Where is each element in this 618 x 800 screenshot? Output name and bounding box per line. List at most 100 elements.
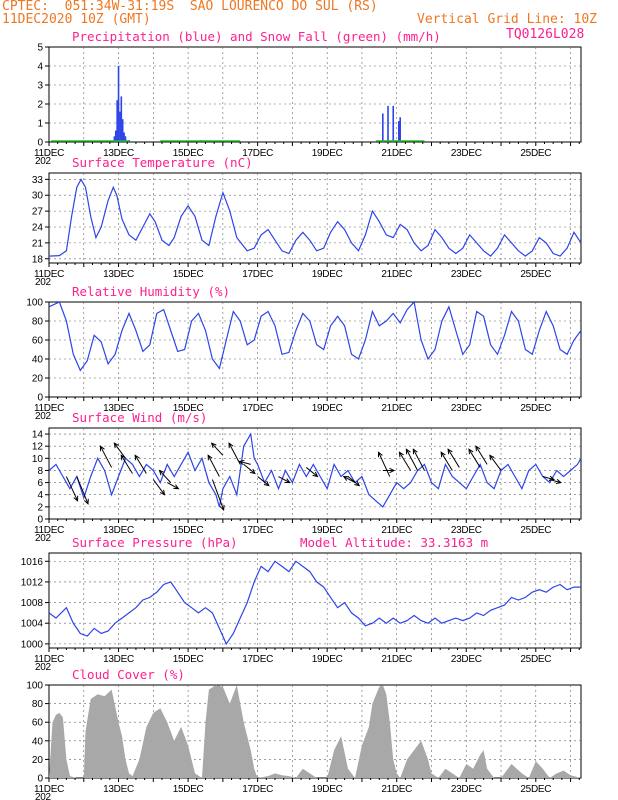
panel-frame [48,552,582,649]
wind-arrow [228,442,241,465]
wind-arrow-head [389,467,396,474]
wind-arrow [489,455,502,471]
wind-arrow-head [412,448,418,455]
precip-bar [387,105,389,142]
wind-arrow-head [120,454,126,461]
x-tick-label: 25DEC [520,654,551,665]
x-tick-label: 15DEC [173,654,204,665]
x-year-label: 202 [35,277,52,288]
temp-series-line [48,178,582,257]
wind-arrow-head [284,478,291,484]
wind-arrow-head [210,442,217,449]
header-location: CPTEC: 051:34W-31:19S SAO LOURENCO DO SU… [2,0,378,14]
y-tick-label: 100 [26,298,43,309]
wind-arrow-head [263,480,270,487]
x-year-label: 202 [35,792,52,800]
wind-arrow [113,442,126,459]
y-tick-label: 100 [26,681,43,692]
y-tick-label: 14 [32,430,44,441]
x-tick-label: 25DEC [520,269,551,280]
y-tick-label: 4 [37,490,43,501]
x-tick-label: 21DEC [381,403,412,414]
wind-arrow-head [159,489,166,496]
precip-bar [116,100,118,142]
chart-panel-rh [45,300,582,401]
wind-arrow-head [342,475,349,481]
wind-arrow-head [99,445,105,452]
wind-arrow [76,476,89,505]
panel-title: Precipitation (blue) and Snow Fall (gree… [72,29,441,44]
x-tick-label: 11DEC [34,784,64,795]
x-tick-label: 11DEC [34,148,64,159]
x-tick-label: 17DEC [242,784,273,795]
wind-arrow-head [354,480,361,487]
wind-arrow [440,452,453,471]
x-tick-label: 25DEC [520,525,551,536]
wind-arrow [152,479,165,496]
wind-arrow [405,449,419,471]
wind-arrow [468,448,481,468]
wind-arrow [207,455,220,477]
x-tick-label: 19DEC [312,403,343,414]
x-tick-label: 21DEC [381,784,412,795]
y-tick-label: 3 [37,81,43,92]
chart-panel-temp [45,172,582,267]
precip-bar [399,117,401,142]
precip-bar [124,136,127,142]
x-tick-label: 19DEC [312,525,343,536]
rh-series-line [48,300,582,372]
wind-arrow-head [228,442,234,449]
x-tick-label: 17DEC [242,525,273,536]
x-tick-label: 21DEC [381,525,412,536]
wind-arrow [99,445,113,468]
x-tick-label: 17DEC [242,148,273,159]
y-tick-label: 27 [32,207,44,218]
wind-arrow-head [489,454,495,461]
wind-arrow-head [447,448,453,455]
wind-arrow [305,467,318,477]
x-tick-label: 13DEC [103,403,134,414]
wind-arrow [378,452,391,477]
precip-bar [392,105,395,142]
wind-arrow-head [475,445,481,452]
y-tick-label: 30 [32,191,44,202]
chart-panel-cloud [45,684,582,782]
wind-arrow [398,452,412,471]
x-tick-label: 25DEC [520,403,551,414]
wind-arrow-head [83,498,89,505]
x-tick-label: 21DEC [381,269,412,280]
header-run-time: 11DEC2020 10Z (GMT) [2,12,151,27]
x-tick-label: 11DEC [34,654,64,665]
wind-arrow [549,479,562,484]
wind-arrow [211,442,224,456]
header-product-code: TQ0126L028 [506,27,585,42]
y-tick-label: 0 [37,774,43,785]
panel-title: Surface Pressure (hPa) [72,535,238,550]
x-year-label: 202 [35,662,52,673]
wind-arrow [134,455,147,474]
panel-title: Cloud Cover (%) [72,667,185,682]
y-tick-label: 24 [32,223,44,234]
x-tick-label: 23DEC [451,784,482,795]
y-tick-label: 8 [37,466,43,477]
wind-arrow-head [440,451,446,458]
wind-arrow-head [468,448,474,455]
wind-arrow-head [312,471,319,478]
wind-arrow-head [555,478,563,485]
precip-bar [382,113,384,142]
wind-arrow-head [134,454,140,461]
wind-arrow-head [377,451,383,458]
x-tick-label: 17DEC [242,403,273,414]
x-tick-label: 15DEC [173,403,204,414]
y-tick-label: 12 [32,442,44,453]
x-tick-label: 25DEC [520,148,551,159]
wind-arrow-head [405,448,411,455]
x-tick-label: 13DEC [103,654,134,665]
x-tick-label: 23DEC [451,269,482,280]
x-tick-label: 13DEC [103,525,134,536]
wind-arrow-head [238,459,245,466]
x-tick-label: 11DEC [34,269,64,280]
x-tick-label: 15DEC [173,784,204,795]
cloud-cover-area [49,685,581,778]
